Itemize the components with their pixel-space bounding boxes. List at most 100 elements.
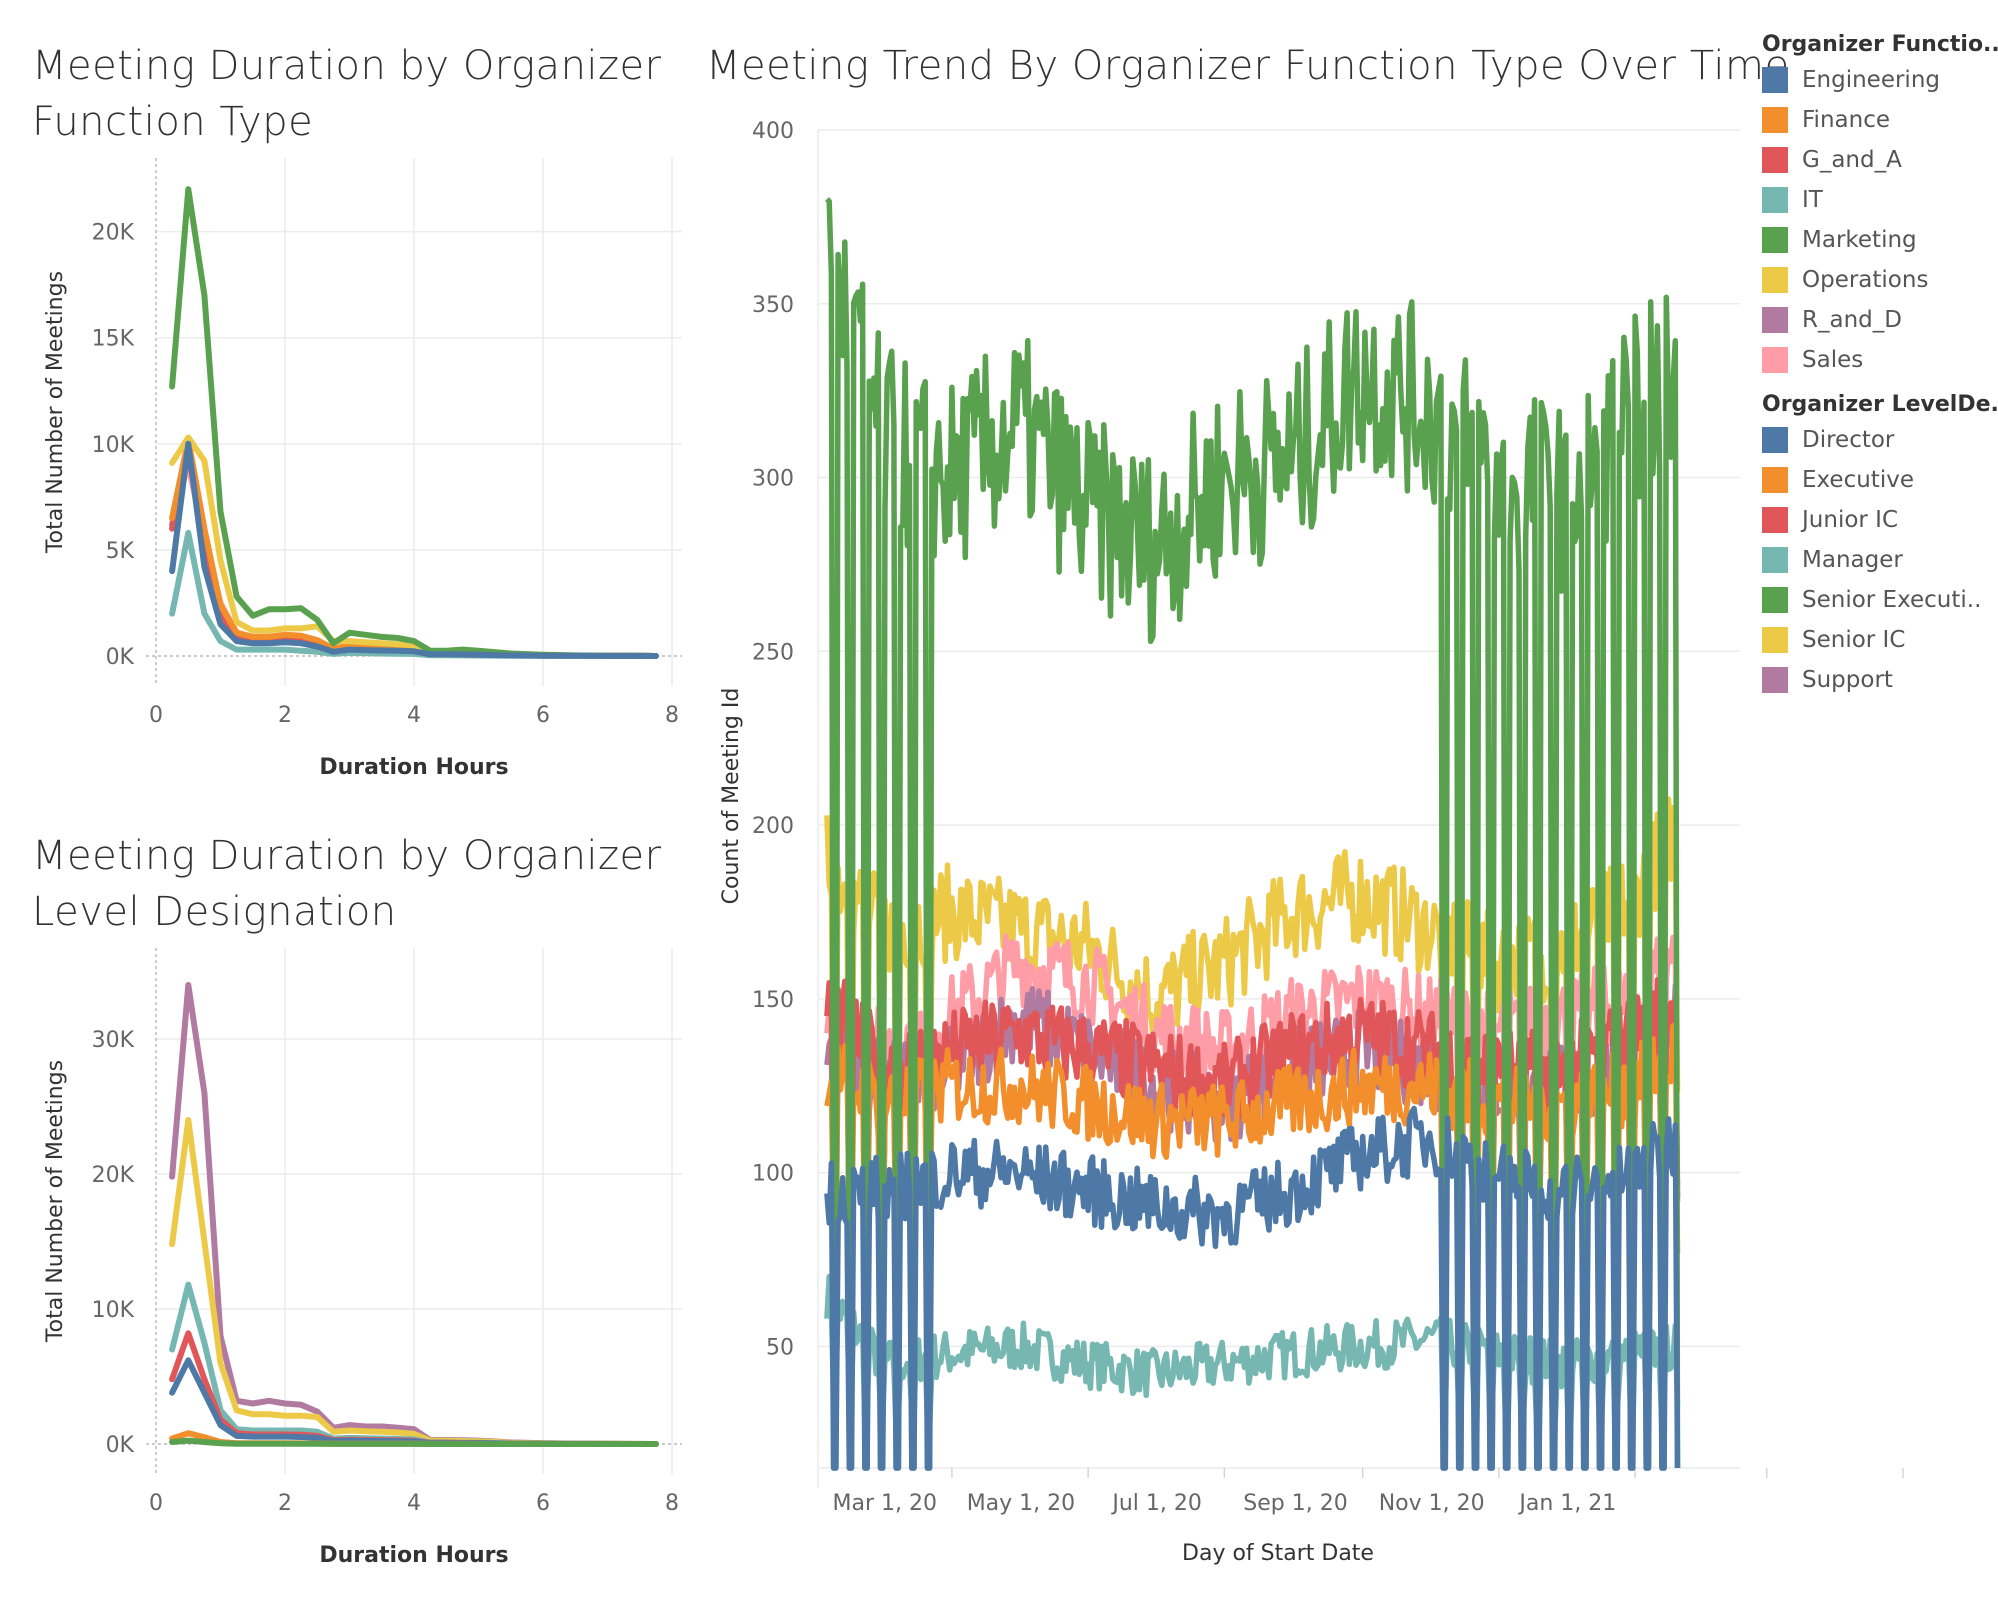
legend-swatch [1762, 507, 1788, 533]
y-tick-label: 0K [106, 1433, 135, 1458]
legend-label: Junior IC [1802, 507, 1899, 533]
function-legend-item[interactable]: Sales [1762, 340, 1998, 380]
legend-swatch [1762, 667, 1788, 693]
legend-label: Marketing [1802, 227, 1917, 253]
x-tick-label: 4 [407, 703, 421, 728]
function-legend-title: Organizer Functio.. [1762, 32, 1998, 57]
level-legend-item[interactable]: Junior IC [1762, 500, 1998, 540]
legend-swatch [1762, 467, 1788, 493]
y-tick-label: 200 [752, 814, 794, 839]
y-tick-label: 30K [92, 1028, 135, 1053]
duration-chart-function: 0K 5K 10K 15K 20K 0 2 4 6 8 Duration Hours Total Nu… [43, 158, 682, 780]
function-legend-item[interactable]: Marketing [1762, 220, 1998, 260]
legend-swatch [1762, 587, 1788, 613]
y-tick-label: 0K [106, 645, 135, 670]
x-tick-label: 6 [536, 1491, 550, 1516]
legend-swatch [1762, 627, 1788, 653]
legend-swatch [1762, 267, 1788, 293]
x-tick-label: 0 [149, 1491, 163, 1516]
x-axis-title: Duration Hours [319, 755, 508, 780]
series-line [824, 1105, 1681, 1471]
y-tick-label: 15K [92, 327, 135, 352]
function-legend-item[interactable]: Operations [1762, 260, 1998, 300]
level-legend-item[interactable]: Senior Executi.. [1762, 580, 1998, 620]
function-chart-title: Meeting Duration by Organizer Function T… [32, 43, 662, 145]
x-tick-label: 0 [149, 703, 163, 728]
legend-label: Operations [1802, 267, 1929, 293]
y-axis-title: Total Number of Meetings [43, 271, 68, 554]
y-tick-label: 250 [752, 640, 794, 665]
function-legend-item[interactable]: G_and_A [1762, 140, 1998, 180]
series-line [824, 197, 1681, 1471]
y-axis-title: Total Number of Meetings [43, 1060, 68, 1343]
trend-chart: 50 100 150 200 250 300 350 400 Mar 1, 20 May 1, 2… [719, 119, 1904, 1566]
x-tick-label: 8 [665, 1491, 679, 1516]
y-tick-label: 400 [752, 119, 794, 144]
legend-swatch [1762, 147, 1788, 173]
y-tick-label: 5K [106, 539, 135, 564]
x-tick-label: 2 [278, 1491, 292, 1516]
y-axis-title: Count of Meeting Id [719, 688, 744, 905]
legend-label: G_and_A [1802, 147, 1902, 173]
legend-swatch [1762, 187, 1788, 213]
y-tick-label: 300 [752, 467, 794, 492]
x-axis-title: Day of Start Date [1182, 1541, 1374, 1566]
x-tick-label: Sep 1, 20 [1243, 1491, 1347, 1516]
y-tick-label: 100 [752, 1162, 794, 1187]
legend-label: Senior IC [1802, 627, 1906, 653]
series-line [169, 440, 659, 659]
legend-swatch [1762, 427, 1788, 453]
legend-label: Support [1802, 667, 1893, 693]
trend-chart-title: Meeting Trend By Organizer Function Type… [706, 43, 1790, 89]
legend-swatch [1762, 347, 1788, 373]
legend-label: Executive [1802, 467, 1914, 493]
x-tick-label: Mar 1, 20 [832, 1491, 936, 1516]
y-tick-label: 20K [92, 221, 135, 246]
x-tick-label: 6 [536, 703, 550, 728]
y-tick-label: 10K [92, 433, 135, 458]
y-tick-label: 20K [92, 1163, 135, 1188]
x-tick-label: May 1, 20 [967, 1491, 1075, 1516]
legend-swatch [1762, 67, 1788, 93]
legend-swatch [1762, 227, 1788, 253]
x-tick-label: Jan 1, 21 [1517, 1491, 1616, 1516]
legend-label: Manager [1802, 547, 1903, 573]
legend-label: Director [1802, 427, 1895, 453]
x-tick-label: Jul 1, 20 [1110, 1491, 1202, 1516]
legend-label: IT [1802, 187, 1823, 213]
function-legend-item[interactable]: Engineering [1762, 60, 1998, 100]
level-legend-item[interactable]: Director [1762, 420, 1998, 460]
x-tick-label: 8 [665, 703, 679, 728]
legend-swatch [1762, 307, 1788, 333]
level-legend-item[interactable]: Executive [1762, 460, 1998, 500]
legend-label: Finance [1802, 107, 1890, 133]
x-tick-label: Nov 1, 20 [1379, 1491, 1485, 1516]
x-tick-label: 2 [278, 703, 292, 728]
duration-chart-level: 0K 10K 20K 30K 0 2 4 6 8 Duration Hours Total Numb… [43, 948, 682, 1568]
function-legend-item[interactable]: R_and_D [1762, 300, 1998, 340]
legend-label: Engineering [1802, 67, 1940, 93]
legend-swatch [1762, 547, 1788, 573]
legend-label: Sales [1802, 347, 1864, 373]
legend: Organizer Functio.. Engineering Finance G_… [1762, 30, 1998, 700]
legend-label: Senior Executi.. [1802, 587, 1982, 613]
level-legend-item[interactable]: Manager [1762, 540, 1998, 580]
function-legend: Engineering Finance G_and_A IT Marketing Oper… [1762, 60, 1998, 380]
y-tick-label: 150 [752, 988, 794, 1013]
y-tick-label: 350 [752, 293, 794, 318]
function-legend-item[interactable]: Finance [1762, 100, 1998, 140]
level-legend-item[interactable]: Support [1762, 660, 1998, 700]
series-line [169, 1437, 659, 1447]
level-legend-title: Organizer LevelDe.. [1762, 392, 1998, 417]
function-legend-item[interactable]: IT [1762, 180, 1998, 220]
y-tick-label: 50 [766, 1335, 794, 1360]
legend-label: R_and_D [1802, 307, 1902, 333]
x-tick-label: 4 [407, 1491, 421, 1516]
legend-swatch [1762, 107, 1788, 133]
y-tick-label: 10K [92, 1298, 135, 1323]
level-legend-item[interactable]: Senior IC [1762, 620, 1998, 660]
x-axis-title: Duration Hours [319, 1543, 508, 1568]
level-chart-title: Meeting Duration by Organizer Level Desi… [32, 833, 662, 935]
level-legend: Director Executive Junior IC Manager Senior … [1762, 420, 1998, 700]
